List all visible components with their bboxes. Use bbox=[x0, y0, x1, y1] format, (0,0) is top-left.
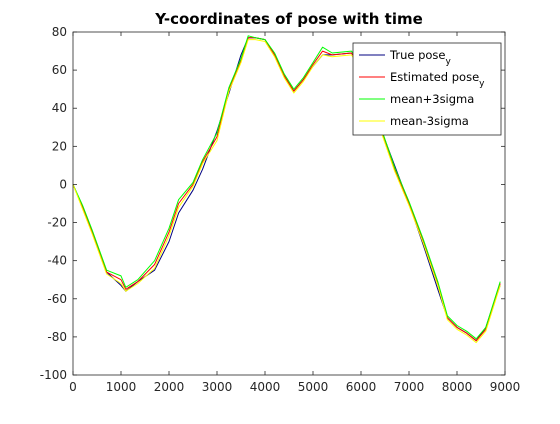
series-line-4 bbox=[72, 39, 501, 344]
x-tick-label: 1000 bbox=[106, 380, 137, 394]
axes-box bbox=[72, 31, 506, 376]
y-tick-label: 80 bbox=[52, 25, 67, 39]
chart-title: Y-coordinates of pose with time bbox=[154, 10, 423, 28]
y-tick-label: -20 bbox=[47, 216, 67, 230]
y-tick-label: -40 bbox=[47, 254, 67, 268]
series-line-2 bbox=[72, 37, 501, 342]
legend-label-subscript: y bbox=[479, 79, 485, 89]
x-tick-label: 0 bbox=[69, 380, 77, 394]
x-tick-label: 8000 bbox=[442, 380, 473, 394]
legend-label-subscript: y bbox=[445, 57, 451, 67]
y-tick-label: 40 bbox=[52, 101, 67, 115]
y-tick-label: 60 bbox=[52, 63, 67, 77]
y-tick-label: 0 bbox=[59, 177, 67, 191]
x-tick-label: 2000 bbox=[154, 380, 185, 394]
y-tick-label: 20 bbox=[52, 139, 67, 153]
y-tick-label: -80 bbox=[47, 330, 67, 344]
x-tick-label: 7000 bbox=[394, 380, 425, 394]
axes-layer: 0 1000 2000 3000 4000 5000 6000 7000 8000 9000 -10… bbox=[40, 25, 521, 394]
legend-label-3: mean+3sigma bbox=[390, 92, 474, 106]
x-tick-label: 5000 bbox=[298, 380, 329, 394]
series-line-3 bbox=[72, 35, 501, 340]
series-layer bbox=[72, 35, 501, 344]
legend-box bbox=[352, 42, 502, 136]
y-tick-label: -100 bbox=[40, 368, 67, 382]
x-tick-label: 9000 bbox=[490, 380, 521, 394]
x-tick-label: 3000 bbox=[202, 380, 233, 394]
x-tick-label: 4000 bbox=[250, 380, 281, 394]
legend-label-4: mean-3sigma bbox=[390, 114, 469, 128]
x-tick-label: 6000 bbox=[346, 380, 377, 394]
y-tick-label: -60 bbox=[47, 292, 67, 306]
